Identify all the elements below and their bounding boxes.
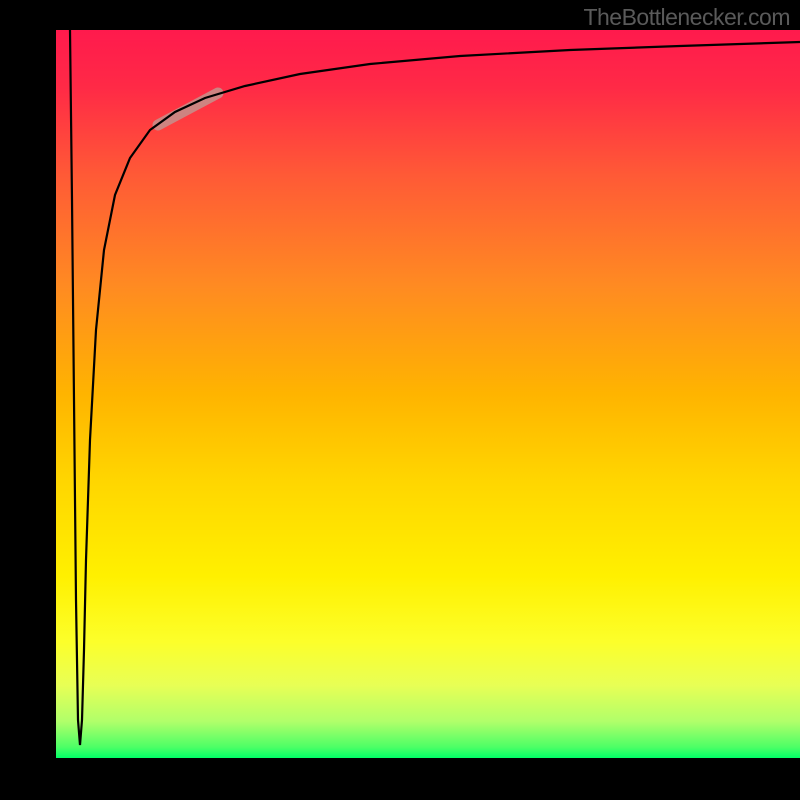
bottleneck-curve <box>70 30 800 745</box>
chart-container: TheBottlenecker.com <box>0 0 800 800</box>
curve-layer <box>0 0 800 800</box>
watermark-text: TheBottlenecker.com <box>583 4 790 31</box>
